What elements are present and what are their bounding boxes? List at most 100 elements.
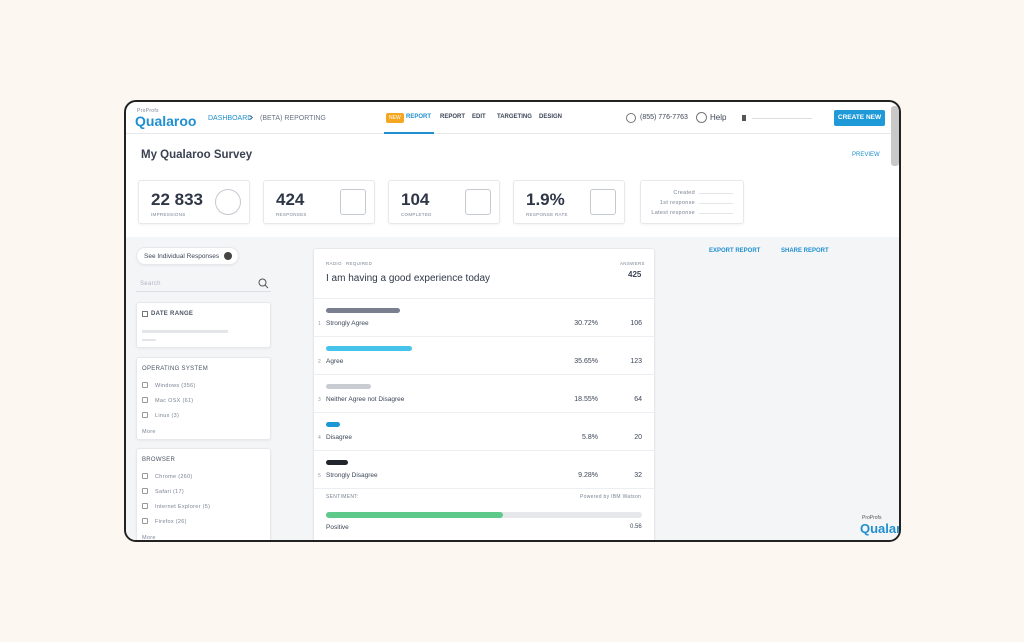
survey-title: My Qualaroo Survey — [141, 149, 253, 161]
answer-index: 5 — [318, 473, 321, 479]
answer-percent: 5.8% — [582, 434, 598, 441]
stat-label: RESPONSE RATE — [526, 212, 568, 217]
footer-brand-small: ProProfs — [862, 515, 882, 521]
breadcrumb-link[interactable]: DASHBOARD — [208, 115, 253, 122]
answer-bar — [326, 384, 371, 389]
question-card: RADIO REQUIRED ANSWERS 425 I am having a… — [313, 248, 655, 540]
checkbox[interactable] — [142, 397, 148, 403]
more-link[interactable]: More — [142, 535, 156, 541]
filter-title: OPERATING SYSTEM — [142, 366, 209, 372]
checkbox[interactable] — [142, 503, 148, 509]
checkbox[interactable] — [142, 412, 148, 418]
stat-card: 424 RESPONSES — [263, 180, 375, 224]
checkbox[interactable] — [142, 473, 148, 479]
date-line — [699, 213, 733, 214]
answer-index: 3 — [318, 397, 321, 403]
answer-index: 2 — [318, 359, 321, 365]
more-link[interactable]: More — [142, 429, 156, 435]
arrow-icon — [224, 252, 232, 260]
answer-percent: 30.72% — [574, 320, 598, 327]
placeholder-line — [142, 339, 156, 341]
share-report[interactable]: SHARE REPORT — [781, 248, 829, 254]
answer-bar — [326, 422, 340, 427]
answer-index: 1 — [318, 321, 321, 327]
answer-row: 5 Strongly Disagree 9.28% 32 — [314, 450, 654, 488]
sentiment-label: SENTIMENT: — [326, 494, 359, 500]
brand-small: ProProfs — [137, 108, 159, 114]
filter-option: Safari (17) — [155, 489, 184, 495]
sentiment-name: Positive — [326, 524, 349, 531]
answer-percent: 35.65% — [574, 358, 598, 365]
tag: REQUIRED — [346, 261, 373, 266]
powered-by: Powered by IBM Watson — [580, 494, 642, 500]
question-text: I am having a good experience today — [326, 273, 490, 284]
stat-card: 22 833 IMPRESSIONS — [138, 180, 250, 224]
search-field[interactable]: Search — [136, 275, 271, 292]
search-icon — [258, 278, 269, 289]
answer-text: Strongly Disagree — [326, 472, 378, 479]
stat-icon — [590, 189, 616, 215]
help-icon — [696, 112, 707, 123]
sentiment-section: SENTIMENT: Powered by IBM Watson Positiv… — [314, 488, 654, 540]
sentiment-value: 0.56 — [630, 524, 642, 530]
nav-tab[interactable]: EDIT — [472, 114, 486, 120]
stat-label: COMPLETED — [401, 212, 432, 217]
new-badge: NEW — [386, 113, 404, 123]
answer-row: 4 Disagree 5.8% 20 — [314, 412, 654, 450]
filter-option: Linux (3) — [155, 413, 180, 419]
breadcrumb-sep: > — [249, 115, 254, 122]
phone: (855) 776-7763 — [640, 114, 688, 121]
date-range-title: DATE RANGE — [151, 311, 194, 317]
filter-card: BROWSER Chrome (260) Safari (17) Internet E… — [136, 448, 271, 541]
tag: RADIO — [326, 261, 342, 266]
individual-responses-button[interactable]: See Individual Responses — [136, 247, 239, 265]
filter-card: OPERATING SYSTEM Windows (356) Mac OSX (61… — [136, 357, 271, 440]
answer-count: 20 — [634, 434, 642, 441]
date-label: Created — [673, 190, 695, 196]
sentiment-track — [326, 512, 642, 518]
filter-option: Mac OSX (61) — [155, 398, 194, 404]
stat-card: 1.9% RESPONSE RATE — [513, 180, 625, 224]
answer-count: 106 — [630, 320, 642, 327]
active-tab-underline — [384, 132, 434, 134]
account-select[interactable] — [752, 118, 812, 119]
checkbox[interactable] — [142, 488, 148, 494]
create-new-button[interactable]: CREATE NEW — [834, 110, 885, 126]
answer-row: 3 Neither Agree not Disagree 18.55% 64 — [314, 374, 654, 412]
checkbox[interactable] — [142, 518, 148, 524]
answer-index: 4 — [318, 435, 321, 441]
stat-value: 104 — [401, 190, 430, 209]
checkbox[interactable] — [142, 382, 148, 388]
placeholder-line — [142, 330, 228, 333]
help[interactable]: Help — [710, 113, 727, 122]
stat-icon — [465, 189, 491, 215]
answer-bar — [326, 308, 400, 313]
nav-tab[interactable]: TARGETING — [497, 114, 532, 120]
top-nav: ProProfs Qualaroo DASHBOARD > (BETA) REP… — [126, 102, 899, 134]
nav-tab[interactable]: REPORT — [406, 114, 432, 120]
stat-value: 1.9% — [526, 190, 565, 209]
answer-row: 2 Agree 35.65% 123 — [314, 336, 654, 374]
preview-link[interactable]: PREVIEW — [852, 152, 880, 158]
nav-tab[interactable]: DESIGN — [539, 114, 563, 120]
answer-text: Disagree — [326, 434, 353, 441]
stat-icon — [215, 189, 241, 215]
sentiment-bar — [326, 512, 503, 518]
stat-card: 104 COMPLETED — [388, 180, 500, 224]
stat-label: RESPONSES — [276, 212, 307, 217]
dates-card: Created 1st response Latest response — [640, 180, 744, 224]
responses-count: 425 — [628, 270, 642, 279]
phone-icon — [626, 113, 636, 123]
nav-tab[interactable]: REPORT — [440, 114, 466, 120]
brand[interactable]: Qualaroo — [135, 113, 197, 129]
answer-text: Neither Agree not Disagree — [326, 396, 405, 403]
answer-text: Agree — [326, 358, 344, 365]
date-label: 1st response — [659, 200, 695, 206]
filter-option: Chrome (260) — [155, 474, 193, 480]
filter-option: Firefox (26) — [155, 519, 187, 525]
answer-bar — [326, 346, 412, 351]
export-report[interactable]: EXPORT REPORT — [709, 248, 761, 254]
date-label: Latest response — [651, 210, 695, 216]
date-line — [699, 203, 733, 204]
answer-bar — [326, 460, 349, 465]
